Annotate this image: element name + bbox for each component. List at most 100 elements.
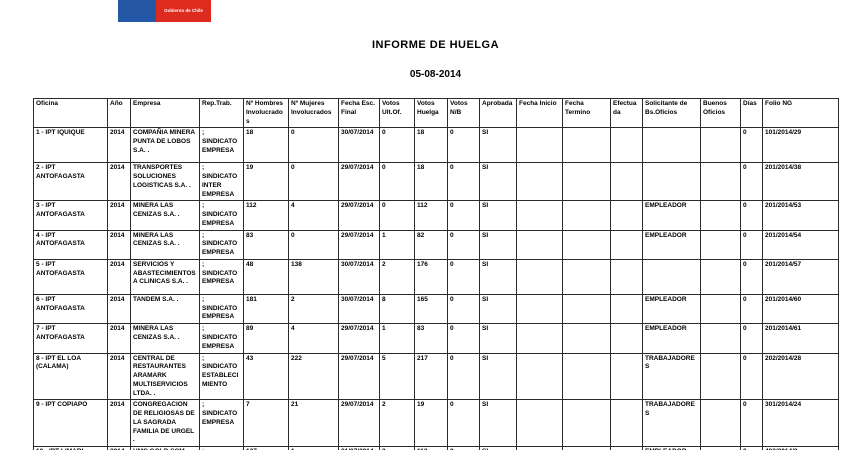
- header-row: Oficina Año Empresa Rep.Trab. Nº Hombres Inv…: [33, 97, 839, 129]
- table-cell: 181: [243, 293, 289, 325]
- table-cell: SI: [479, 293, 517, 325]
- table-cell: [610, 323, 643, 354]
- table-cell: 176: [414, 258, 448, 295]
- column-header: Nº Mujeres Involucrados: [288, 97, 339, 129]
- table-cell: 138: [288, 258, 339, 295]
- table-cell: 3 - IPT ANTOFAGASTA: [33, 200, 108, 231]
- table-cell: 4 - IPT ANTOFAGASTA: [33, 229, 108, 260]
- column-header: Año: [107, 97, 131, 129]
- table-cell: 29/07/2014: [338, 200, 380, 231]
- column-header: Votos N/B: [447, 97, 480, 129]
- gobierno-de-chile-logo: Gobierno de Chile: [118, 0, 211, 22]
- table-cell: 1 - IPT IQUIQUE: [33, 127, 108, 164]
- table-cell: EMPLEADOR: [642, 229, 701, 260]
- table-cell: [562, 323, 611, 354]
- column-header: Fecha Inicio: [516, 97, 563, 129]
- table-row: 1 - IPT IQUIQUE 2014 COMPAÑIA MINERA PUNTA…: [33, 127, 839, 164]
- table-cell: 1: [379, 323, 415, 354]
- table-cell: 201/2014/57: [762, 258, 839, 295]
- table-cell: 30/07/2014: [338, 293, 380, 325]
- table-cell: [700, 229, 741, 260]
- table-cell: 2: [288, 293, 339, 325]
- table-cell: 2: [379, 258, 415, 295]
- table-cell: 0: [740, 200, 763, 231]
- table-cell: 165: [414, 293, 448, 325]
- table-cell: [610, 200, 643, 231]
- table-cell: 1: [379, 229, 415, 260]
- table-cell: 7 - IPT ANTOFAGASTA: [33, 323, 108, 354]
- table-cell: 201/2014/60: [762, 293, 839, 325]
- table-cell: 48: [243, 258, 289, 295]
- table-cell: [700, 399, 741, 448]
- table-cell: ; SINDICATO EMPRESA: [199, 293, 244, 325]
- table-cell: SI: [479, 323, 517, 354]
- table-cell: 2014: [107, 323, 131, 354]
- table-cell: 0: [447, 200, 480, 231]
- table-cell: [700, 258, 741, 295]
- table-cell: 30/07/2014: [338, 127, 380, 164]
- column-header: Días: [740, 97, 763, 129]
- table-cell: 6 - IPT ANTOFAGASTA: [33, 293, 108, 325]
- column-header: Votos Ult.Of.: [379, 97, 415, 129]
- table-cell: 8: [379, 293, 415, 325]
- table-cell: 89: [243, 323, 289, 354]
- table-cell: 0: [740, 399, 763, 448]
- table-cell: 82: [414, 229, 448, 260]
- table-cell: 29/07/2014: [338, 162, 380, 202]
- column-header: Buenos Oficios: [700, 97, 741, 129]
- table-container: Oficina Año Empresa Rep.Trab. Nº Hombres Inv…: [33, 97, 839, 450]
- table-cell: 2014: [107, 399, 131, 448]
- table-cell: 19: [414, 399, 448, 448]
- table-cell: 0: [447, 258, 480, 295]
- table-cell: 222: [288, 352, 339, 401]
- table-cell: [700, 162, 741, 202]
- table-cell: 83: [243, 229, 289, 260]
- column-header: Votos Huelga: [414, 97, 448, 129]
- table-cell: 217: [414, 352, 448, 401]
- table-cell: 18: [243, 127, 289, 164]
- table-cell: 201/2014/38: [762, 162, 839, 202]
- report-date: 05-08-2014: [409, 69, 462, 80]
- table-cell: [516, 162, 563, 202]
- table-cell: 2014: [107, 229, 131, 260]
- table-cell: ; SINDICATO ESTABLECIMIENTO: [199, 352, 244, 401]
- table-cell: 112: [414, 200, 448, 231]
- table-cell: [562, 200, 611, 231]
- table-cell: [700, 352, 741, 401]
- table-cell: TRABAJADORES: [642, 399, 701, 448]
- table-cell: [516, 323, 563, 354]
- column-header: Solicitante de Bs.Oficios: [642, 97, 701, 129]
- table-cell: 101/2014/29: [762, 127, 839, 164]
- table-cell: 0: [740, 229, 763, 260]
- table-cell: [516, 127, 563, 164]
- table-cell: 112: [243, 200, 289, 231]
- table-row: 6 - IPT ANTOFAGASTA 2014 TANDEM S.A. .; SI…: [33, 293, 839, 325]
- column-header: Efectuada: [610, 97, 643, 129]
- table-cell: TANDEM S.A. .: [130, 293, 200, 325]
- table-cell: [642, 258, 701, 295]
- table-cell: 18: [414, 162, 448, 202]
- flag-blue-block: [118, 0, 156, 22]
- table-cell: SI: [479, 162, 517, 202]
- table-cell: 5 - IPT ANTOFAGASTA: [33, 258, 108, 295]
- table-cell: 0: [740, 323, 763, 354]
- table-cell: MINERA LAS CENIZAS S.A. .: [130, 323, 200, 354]
- table-cell: 0: [740, 258, 763, 295]
- table-row: 3 - IPT ANTOFAGASTA 2014 MINERA LAS CENIZA…: [33, 200, 839, 231]
- table-cell: TRABAJADORES: [642, 352, 701, 401]
- table-cell: SI: [479, 200, 517, 231]
- column-header: Rep.Trab.: [199, 97, 244, 129]
- table-cell: EMPLEADOR: [642, 293, 701, 325]
- table-cell: 29/07/2014: [338, 352, 380, 401]
- column-header: Oficina: [33, 97, 108, 129]
- table-cell: SI: [479, 229, 517, 260]
- table-row: 5 - IPT ANTOFAGASTA 2014 SERVICIOS Y ABAST…: [33, 258, 839, 295]
- table-row: 4 - IPT ANTOFAGASTA 2014 MINERA LAS CENIZA…: [33, 229, 839, 260]
- table-cell: [516, 293, 563, 325]
- table-cell: 201/2014/54: [762, 229, 839, 260]
- report-table: Oficina Año Empresa Rep.Trab. Nº Hombres Inv…: [33, 97, 839, 450]
- column-header: Aprobada: [479, 97, 517, 129]
- table-cell: 0: [379, 127, 415, 164]
- table-cell: [562, 352, 611, 401]
- table-cell: [562, 162, 611, 202]
